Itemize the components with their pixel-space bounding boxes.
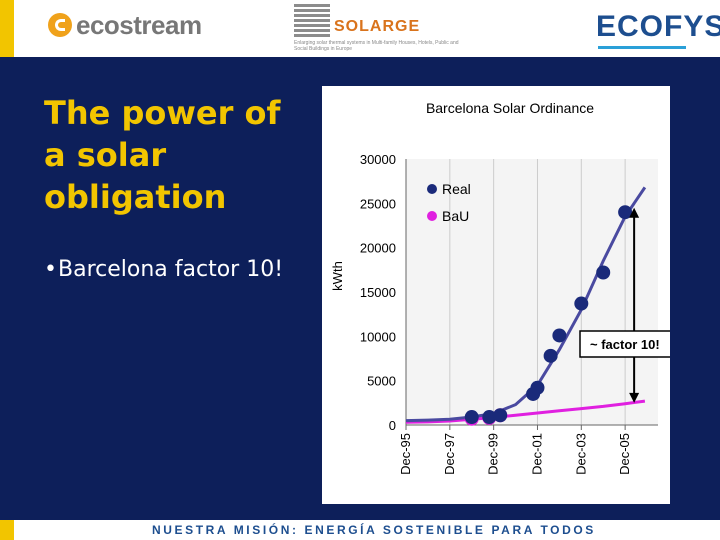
x-tick-label: Dec-95 bbox=[398, 433, 413, 475]
x-tick-label: Dec-01 bbox=[529, 433, 544, 475]
bullet-item: • Barcelona factor 10! bbox=[44, 252, 304, 288]
header-accent bbox=[0, 0, 14, 57]
ecofys-underline bbox=[598, 46, 686, 49]
factor-arrow-down-head bbox=[629, 392, 640, 403]
y-tick-label: 0 bbox=[389, 418, 396, 433]
slide-title: The power of a solar obligation bbox=[44, 94, 281, 216]
chart-svg: Barcelona Solar Ordinance kWth Dec-95 Dec-9… bbox=[330, 100, 670, 475]
y-axis-label: kWth bbox=[330, 261, 345, 291]
y-tick-label: 30000 bbox=[360, 152, 396, 167]
y-tick-label: 25000 bbox=[360, 196, 396, 211]
x-tick-label: Dec-99 bbox=[486, 433, 501, 475]
ecostream-e-icon bbox=[48, 13, 72, 37]
footer-mission: NUESTRA MISIÓN: ENERGÍA SOSTENIBLE PARA … bbox=[152, 523, 596, 537]
x-tick-label: Dec-03 bbox=[573, 433, 588, 475]
x-tick-label: Dec-05 bbox=[617, 433, 632, 475]
real-data-point bbox=[464, 410, 479, 425]
ecostream-logo: ecostream bbox=[48, 10, 202, 40]
ecostream-logo-text: ecostream bbox=[76, 9, 202, 40]
y-tick-label: 10000 bbox=[360, 329, 396, 344]
real-data-point bbox=[482, 410, 497, 425]
x-tick-label: Dec-97 bbox=[442, 433, 457, 475]
real-data-point bbox=[493, 408, 508, 423]
legend-bau-marker bbox=[427, 211, 437, 221]
solarge-logo-text: SOLARGE bbox=[334, 18, 421, 35]
real-data-point bbox=[543, 348, 558, 363]
y-tick-label: 20000 bbox=[360, 241, 396, 256]
solarge-tagline: Enlarging solar thermal systems in Multi… bbox=[294, 40, 459, 52]
real-data-point bbox=[618, 205, 633, 220]
legend-real-marker bbox=[427, 184, 437, 194]
real-data-point bbox=[574, 296, 589, 311]
real-data-point bbox=[530, 380, 545, 395]
solarge-stripes-icon bbox=[294, 4, 330, 38]
footer-bar: NUESTRA MISIÓN: ENERGÍA SOSTENIBLE PARA … bbox=[0, 520, 720, 540]
factor-annotation-label: ~ factor 10! bbox=[590, 337, 660, 352]
plot-area bbox=[406, 159, 658, 425]
bau-trend-line bbox=[405, 399, 646, 424]
footer-accent bbox=[0, 520, 14, 540]
solarge-logo: SOLARGE Enlarging solar thermal systems … bbox=[294, 4, 464, 54]
bullet-symbol: • bbox=[44, 257, 57, 282]
y-tick-label: 5000 bbox=[367, 374, 396, 389]
real-data-point bbox=[552, 328, 567, 343]
legend-real-label: Real bbox=[442, 181, 471, 197]
legend-bau-label: BaU bbox=[442, 208, 469, 224]
header-bar: ecostream SOLARGE Enlarging solar therma… bbox=[0, 0, 720, 57]
bullet-text: Barcelona factor 10! bbox=[58, 257, 284, 282]
y-tick-label: 15000 bbox=[360, 285, 396, 300]
factor-arrow-up-head bbox=[629, 207, 640, 218]
chart-panel: Barcelona Solar Ordinance kWth Dec-95 Dec-9… bbox=[322, 86, 670, 504]
real-data-point bbox=[596, 265, 611, 280]
chart-title: Barcelona Solar Ordinance bbox=[426, 100, 594, 116]
ecofys-logo: ECOFYS bbox=[596, 10, 720, 43]
factor-annotation-box bbox=[579, 330, 670, 358]
